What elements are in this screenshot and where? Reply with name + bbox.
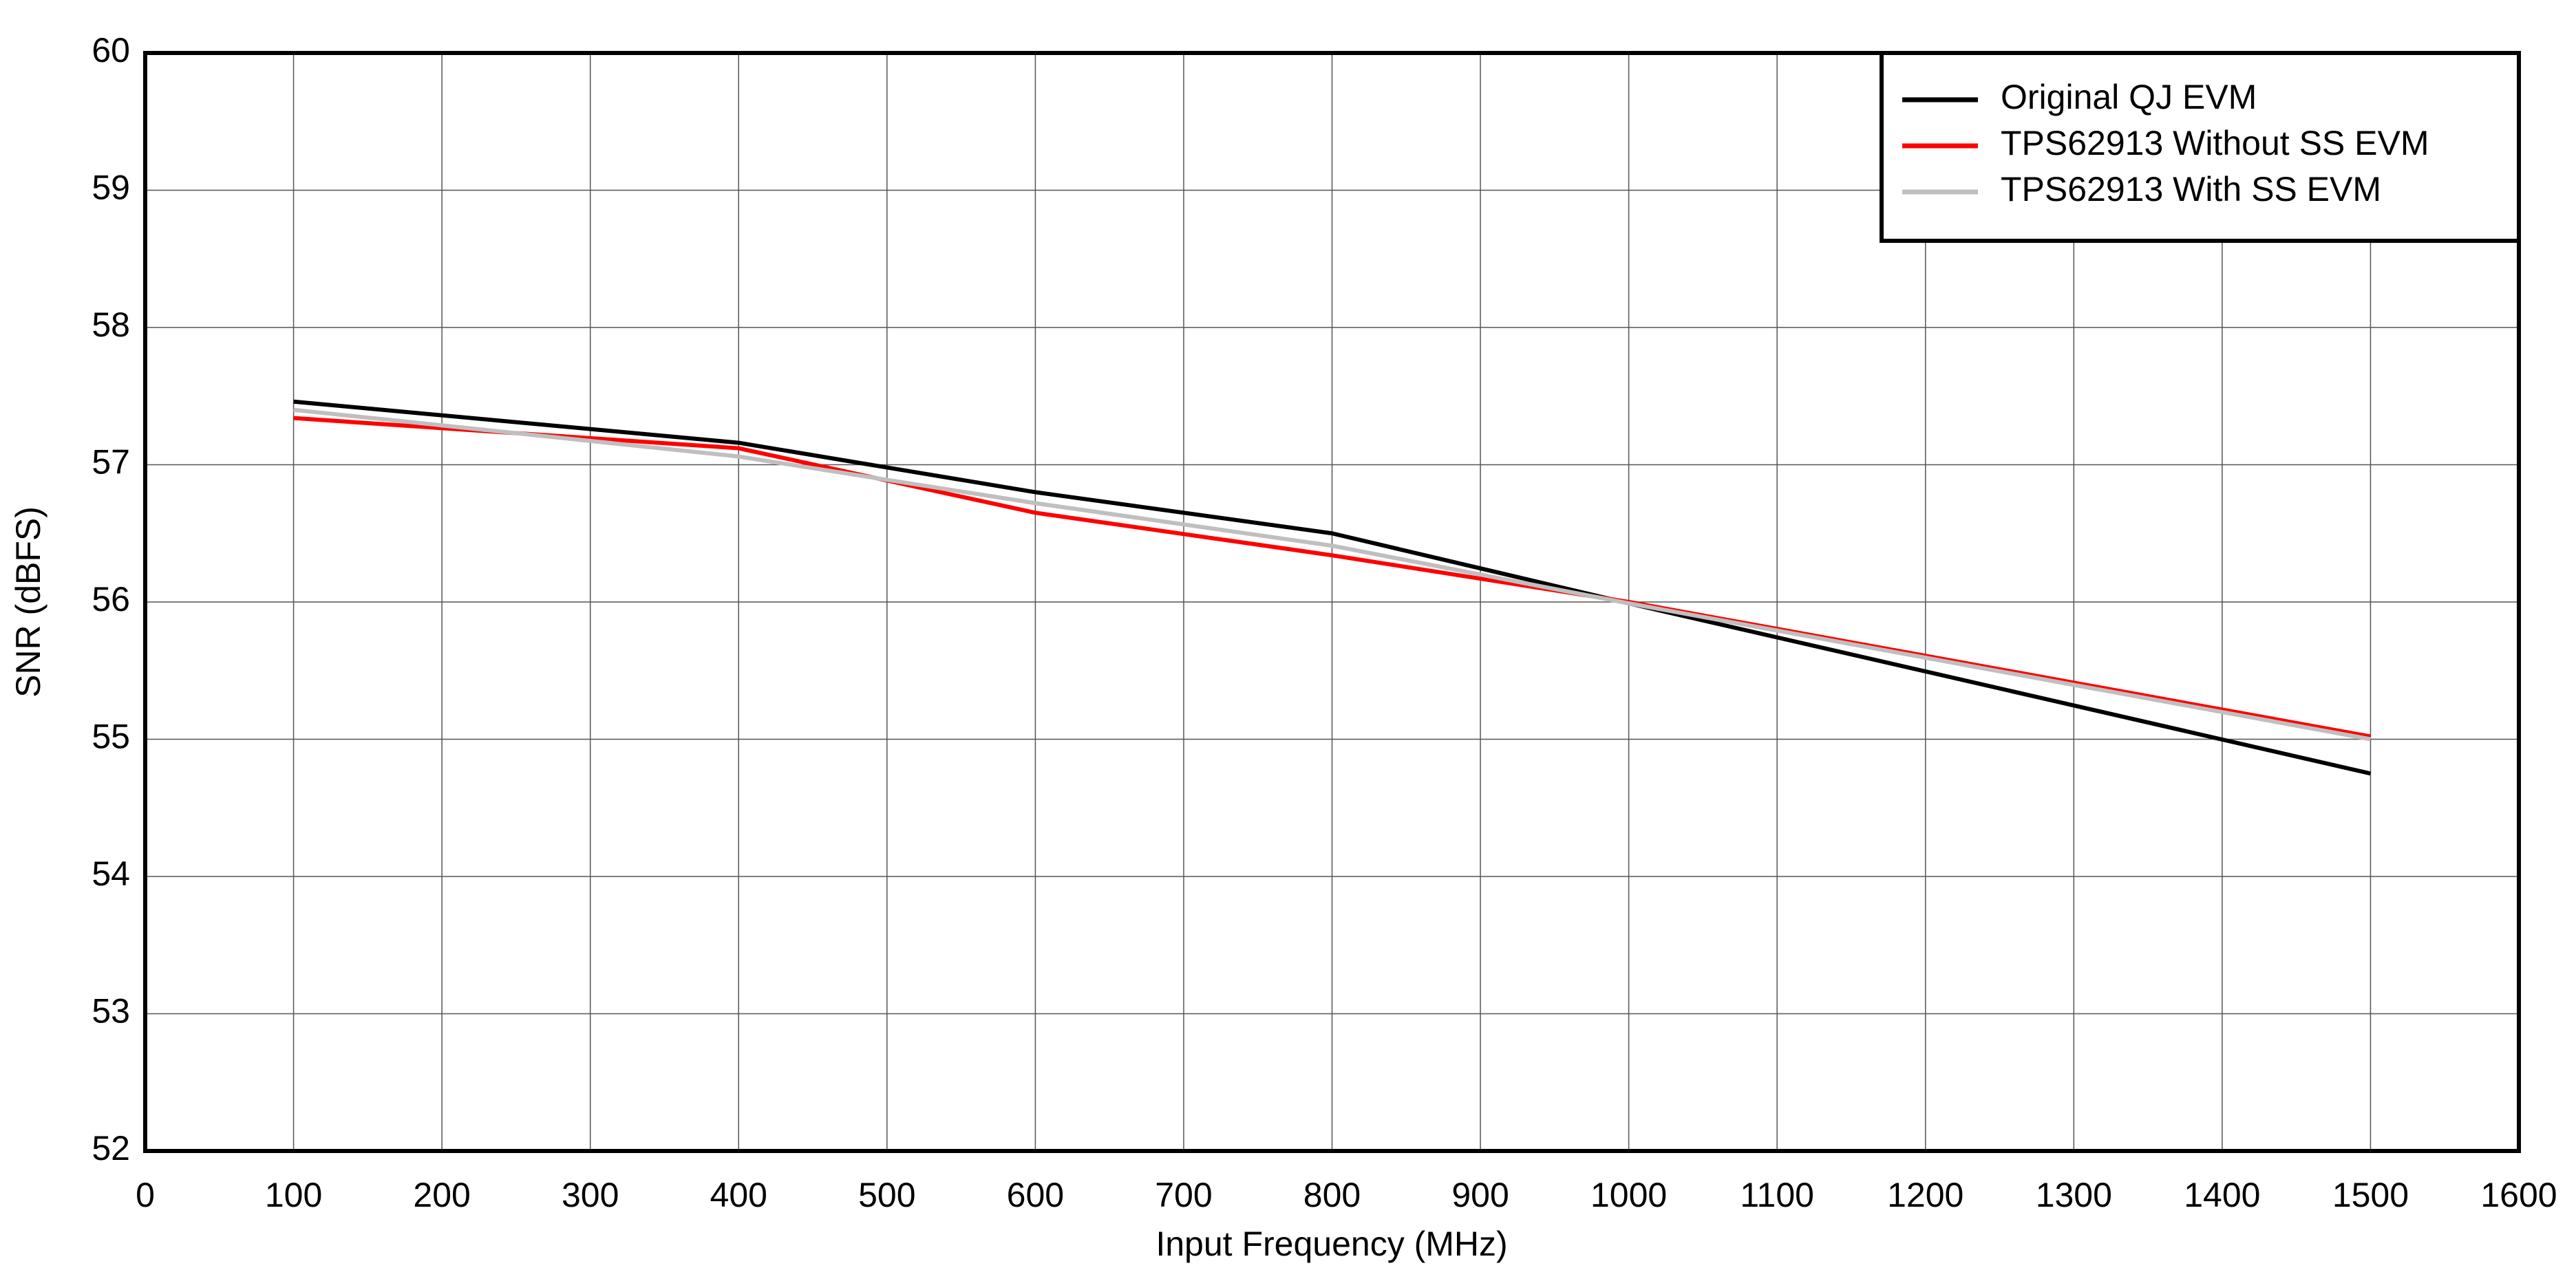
y-axis-label: SNR (dBFS): [9, 506, 47, 698]
legend: Original QJ EVM TPS62913 Without SS EVM TP…: [1880, 51, 2521, 243]
plot-frame: [143, 51, 2521, 1153]
legend-label: TPS62913 With SS EVM: [2001, 170, 2381, 208]
legend-label: TPS62913 Without SS EVM: [2001, 124, 2429, 162]
legend-label: Original QJ EVM: [2001, 78, 2257, 116]
x-tick-label: 1300: [2036, 1176, 2112, 1214]
x-tick-label: 100: [265, 1176, 322, 1214]
series-line: [293, 399, 2372, 776]
x-tick-label: 900: [1451, 1176, 1509, 1214]
x-tick-label: 1400: [2184, 1176, 2260, 1214]
x-tick-label: 400: [710, 1176, 767, 1214]
x-tick-label: 300: [562, 1176, 619, 1214]
y-tick-label: 60: [92, 31, 130, 69]
y-tick-label: 52: [92, 1129, 130, 1167]
legend-box: [1880, 51, 2521, 243]
x-tick-label: 1200: [1887, 1176, 1963, 1214]
y-tick-label: 55: [92, 718, 130, 756]
x-tick-label: 1500: [2332, 1176, 2409, 1214]
x-tick-label: 1000: [1590, 1176, 1667, 1214]
x-tick-label: 700: [1155, 1176, 1212, 1214]
y-tick-label: 53: [92, 992, 130, 1031]
x-tick-label: 1600: [2480, 1176, 2557, 1214]
x-tick-label: 200: [413, 1176, 470, 1214]
x-tick-label: 600: [1007, 1176, 1064, 1214]
x-tick-label: 1100: [1740, 1176, 1814, 1214]
y-tick-label: 57: [92, 443, 130, 482]
x-tick-label: 0: [136, 1176, 155, 1214]
x-axis-label: Input Frequency (MHz): [1156, 1225, 1507, 1263]
y-tick-label: 56: [92, 580, 130, 618]
x-tick-label: 800: [1303, 1176, 1361, 1214]
y-tick-label: 54: [92, 854, 130, 893]
y-tick-label: 59: [92, 169, 130, 207]
y-tick-label: 58: [92, 305, 130, 344]
series-line: [293, 407, 2371, 742]
x-tick-label: 500: [858, 1176, 915, 1214]
